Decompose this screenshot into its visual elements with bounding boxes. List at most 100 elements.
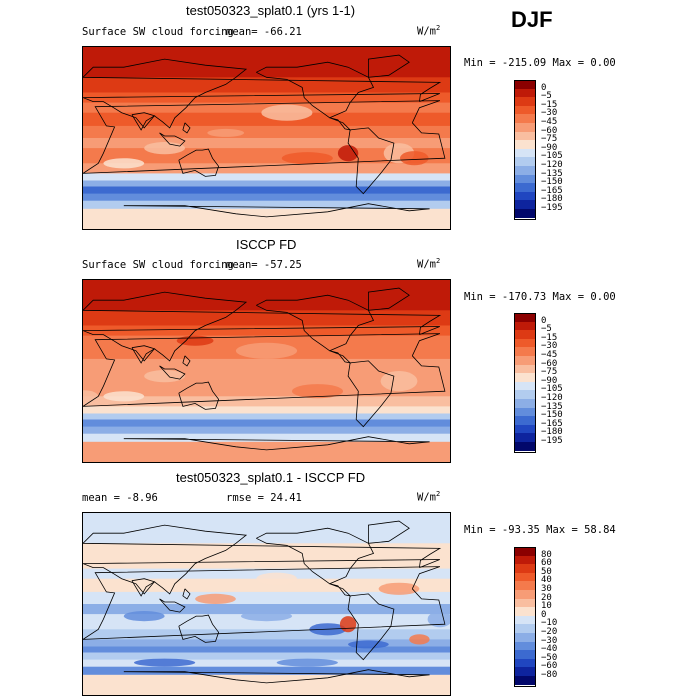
field-patch [103, 158, 145, 169]
colorbar-tick-label: −20 [541, 627, 558, 637]
coastline [83, 291, 442, 362]
colorbar-swatch [514, 641, 536, 651]
field-patch [103, 391, 145, 402]
field-patch [261, 104, 313, 121]
field-patch [281, 152, 333, 165]
panel1-variable: Surface SW cloud forcing [82, 26, 234, 38]
colorbar-swatch [514, 313, 536, 323]
colorbar-swatch [514, 399, 536, 409]
colorbar-tick-label: −120 [541, 160, 563, 170]
field-band [83, 652, 450, 661]
colorbar-swatch [514, 624, 536, 634]
colorbar-tick-label: −15 [541, 99, 558, 110]
panel2-map [82, 279, 451, 463]
colorbar-swatch [514, 667, 536, 677]
colorbar-tick-label: −150 [541, 177, 563, 188]
field-patch [144, 370, 185, 383]
field-patch [83, 390, 99, 403]
field-patch [123, 611, 165, 622]
coastline [159, 132, 186, 147]
coastline [83, 100, 446, 174]
colorbar-swatch [514, 590, 536, 600]
colorbar-swatch [514, 650, 536, 660]
coastline [83, 333, 446, 407]
field-patch [256, 572, 298, 585]
colorbar-tick-label: −80 [541, 670, 558, 680]
field-band [83, 186, 450, 195]
field-band [83, 180, 450, 188]
panel1-title: test050323_splat0.1 (yrs 1-1) [186, 3, 356, 18]
coastline [178, 148, 220, 177]
panel2-title: ISCCP FD [236, 237, 297, 252]
colorbar-swatch [514, 140, 536, 150]
coastline [368, 287, 410, 311]
field-patch [378, 582, 420, 595]
panel2-mean: mean= -57.25 [226, 259, 302, 271]
colorbar-swatch [514, 200, 536, 210]
colorbar-swatch [514, 191, 536, 201]
colorbar-tick-label: 0 [541, 315, 547, 326]
coastline [159, 598, 186, 613]
field-band [83, 659, 450, 668]
map-field [83, 47, 450, 229]
field-band [83, 604, 450, 615]
colorbar-swatch [514, 123, 536, 133]
colorbar-tick-label: −40 [541, 644, 558, 655]
map-field [83, 513, 450, 695]
season-label: DJF [511, 7, 553, 32]
colorbar-tick-label: 40 [541, 575, 552, 586]
colorbar-swatch [514, 330, 536, 340]
coastline [329, 583, 352, 597]
field-band [83, 280, 450, 311]
colorbar-swatch [514, 148, 536, 158]
field-band [83, 193, 450, 202]
colorbar-tick-label: −5 [541, 91, 552, 102]
field-patch [409, 634, 430, 645]
colorbar-tick-label: −195 [541, 436, 563, 446]
field-patch [339, 616, 357, 633]
colorbar-tick-label: −75 [541, 134, 558, 145]
colorbar-tick-label: −75 [541, 367, 558, 378]
colorbar-tick-label: −90 [541, 375, 558, 386]
colorbar-swatch [514, 364, 536, 374]
colorbar-swatch [514, 131, 536, 141]
panel2-units: W/m2 [417, 257, 441, 271]
coastline [159, 365, 186, 380]
colorbar-tick-label: −45 [541, 350, 558, 360]
coastline [368, 520, 410, 544]
panel1-mean: mean= -66.21 [226, 26, 302, 38]
panel2-variable: Surface SW cloud forcing [82, 259, 234, 271]
coastline [131, 578, 156, 597]
coastline [368, 54, 410, 78]
colorbar-swatch [514, 183, 536, 193]
colorbar-tick-label: 0 [541, 82, 547, 93]
colorbar-tick-label: 10 [541, 601, 552, 612]
colorbar-swatch [514, 658, 536, 668]
colorbar-tick-label: −45 [541, 117, 558, 127]
coastline [347, 127, 395, 195]
field-patch [195, 593, 236, 604]
colorbar-tick-label: −165 [541, 185, 563, 196]
field-band [83, 441, 450, 462]
panel3-mean: mean = -8.96 [82, 492, 158, 504]
field-band [83, 47, 450, 78]
coastline [256, 527, 375, 585]
field-patch [207, 128, 245, 137]
colorbar-swatch [514, 80, 536, 90]
field-band [83, 163, 450, 174]
field-patch [348, 640, 389, 649]
colorbar-swatch [514, 424, 536, 434]
panel1-units: W/m2 [417, 24, 441, 38]
colorbar-swatch [514, 338, 536, 348]
field-band [83, 125, 450, 139]
field-patch [337, 145, 359, 162]
colorbar-swatch [514, 581, 536, 591]
field-band [83, 92, 450, 104]
coastline [83, 566, 446, 640]
panel3-colorbar [514, 547, 536, 686]
coastline [131, 112, 156, 131]
colorbar-tick-label: −10 [541, 618, 558, 629]
colorbar-tick-label: 80 [541, 549, 552, 560]
colorbar-swatch [514, 407, 536, 417]
coastline [123, 203, 430, 218]
